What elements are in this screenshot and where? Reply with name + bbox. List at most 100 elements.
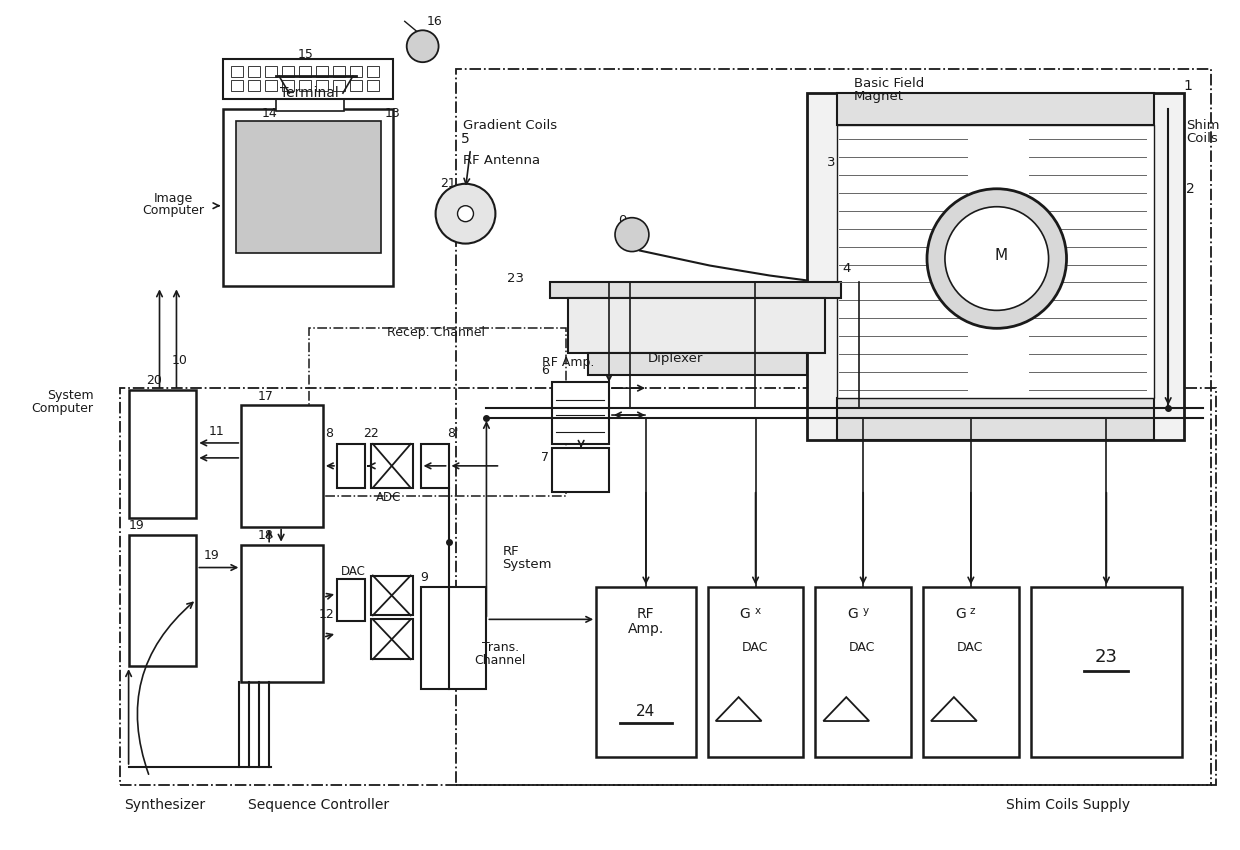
Bar	[568, 298, 826, 354]
Text: Recep. Channel: Recep. Channel	[387, 326, 485, 339]
Text: Synthesizer: Synthesizer	[124, 798, 205, 812]
Text: 0: 0	[618, 214, 626, 227]
Bar	[334, 80, 345, 91]
Text: 8: 8	[325, 428, 334, 440]
Text: 3: 3	[827, 156, 836, 169]
Text: RF: RF	[637, 608, 655, 621]
Text: 22: 22	[363, 428, 378, 440]
Text: 4: 4	[842, 262, 851, 275]
Circle shape	[435, 184, 496, 244]
Text: System: System	[502, 558, 552, 571]
Bar	[277, 94, 343, 111]
Bar	[371, 620, 413, 660]
Text: Trans.: Trans.	[482, 641, 520, 654]
Bar	[223, 60, 393, 99]
Text: Basic Field: Basic Field	[854, 76, 925, 89]
Text: 19: 19	[129, 519, 144, 532]
Text: Diplexer: Diplexer	[649, 352, 703, 365]
Text: Shim Coils Supply: Shim Coils Supply	[1007, 798, 1131, 812]
Text: x: x	[755, 606, 760, 616]
Bar	[455, 69, 1211, 785]
Bar	[248, 66, 260, 77]
Bar	[248, 80, 260, 91]
Text: 13: 13	[384, 106, 401, 120]
Text: ADC: ADC	[376, 491, 402, 504]
Text: 23: 23	[507, 272, 525, 285]
Bar	[237, 121, 381, 252]
Text: Sequence Controller: Sequence Controller	[248, 798, 389, 812]
Bar	[708, 587, 804, 756]
Bar	[596, 587, 696, 756]
Bar	[552, 382, 609, 444]
Bar	[316, 66, 327, 77]
Bar	[129, 535, 196, 666]
Bar	[337, 444, 365, 488]
Text: RF: RF	[502, 545, 520, 558]
Text: DAC: DAC	[957, 641, 983, 654]
Bar	[371, 444, 413, 488]
Text: 11: 11	[208, 426, 224, 439]
Text: M: M	[994, 248, 1007, 263]
Text: G: G	[955, 608, 966, 621]
Text: Terminal: Terminal	[280, 86, 339, 100]
Bar	[299, 80, 311, 91]
Bar	[367, 80, 378, 91]
Bar	[1030, 587, 1182, 756]
Bar	[837, 125, 1154, 398]
Bar	[232, 80, 243, 91]
Polygon shape	[715, 697, 761, 721]
Text: 19: 19	[203, 549, 219, 562]
Bar	[232, 66, 243, 77]
Circle shape	[407, 31, 439, 62]
Bar	[367, 66, 378, 77]
Circle shape	[458, 206, 474, 222]
Text: z: z	[970, 606, 976, 616]
Bar	[350, 66, 362, 77]
Text: 8': 8'	[446, 428, 459, 440]
Bar	[350, 80, 362, 91]
Text: 7: 7	[541, 451, 549, 464]
Text: 17: 17	[257, 389, 273, 403]
Text: 1: 1	[1183, 79, 1192, 94]
Text: Magnet: Magnet	[854, 89, 904, 103]
Bar	[299, 66, 311, 77]
Text: 20: 20	[146, 374, 162, 387]
Bar	[316, 80, 327, 91]
Bar	[119, 388, 1216, 785]
Text: 18: 18	[257, 530, 273, 542]
Bar	[807, 94, 1184, 440]
Text: Shim: Shim	[1187, 120, 1220, 133]
Polygon shape	[931, 697, 977, 721]
Bar	[816, 587, 911, 756]
Text: Computer: Computer	[32, 401, 94, 415]
Text: 21: 21	[440, 178, 455, 190]
Bar	[242, 405, 322, 527]
Text: G: G	[847, 608, 858, 621]
Bar	[420, 587, 486, 689]
Bar	[334, 66, 345, 77]
Text: 12: 12	[319, 608, 335, 620]
Bar	[129, 390, 196, 518]
Bar	[551, 282, 841, 298]
Bar	[371, 575, 413, 615]
Bar	[923, 587, 1019, 756]
Bar	[420, 444, 449, 488]
Bar	[309, 328, 567, 496]
Text: Amp.: Amp.	[627, 622, 665, 637]
Text: DAC: DAC	[849, 641, 875, 654]
Bar	[223, 109, 393, 286]
Text: 16: 16	[427, 14, 443, 28]
Text: 14: 14	[262, 106, 277, 120]
Text: 24: 24	[636, 704, 656, 718]
Text: 5: 5	[461, 132, 470, 146]
Bar	[588, 354, 807, 375]
Bar	[283, 66, 294, 77]
Text: 6: 6	[542, 364, 549, 377]
Text: 9: 9	[420, 571, 429, 584]
Bar	[283, 80, 294, 91]
Text: Gradient Coils: Gradient Coils	[463, 120, 557, 133]
Text: G: G	[739, 608, 750, 621]
Text: DAC: DAC	[742, 641, 768, 654]
Bar	[242, 545, 322, 683]
Text: Coils: Coils	[1187, 133, 1218, 145]
